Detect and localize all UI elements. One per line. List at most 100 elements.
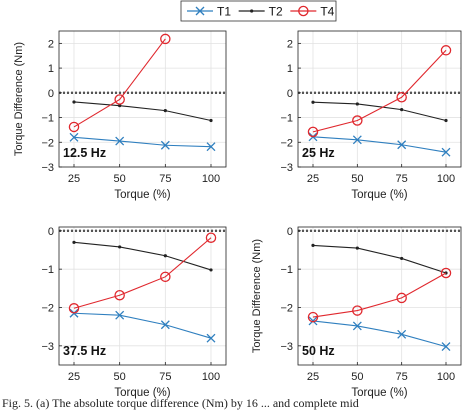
series-line-t2: [312, 244, 447, 274]
plot-area: [298, 31, 461, 167]
point-t4-1: [114, 289, 125, 301]
point-t1-2-b: [160, 140, 170, 150]
series-line-t4: [73, 38, 166, 128]
point-t4-0: [68, 303, 80, 314]
y-tick-label: 0: [287, 226, 293, 238]
x-tick-label: 100: [202, 371, 220, 383]
point-t1-1-b: [115, 136, 125, 146]
series-line-t4: [73, 237, 212, 309]
point-t1-1-b: [352, 135, 362, 145]
series-line-t1: [73, 312, 212, 339]
point-t1-3: [206, 142, 216, 152]
axes-box: [58, 30, 227, 168]
x-tick-label: 50: [351, 371, 363, 383]
legend-label-t4: T4: [320, 5, 334, 19]
panel-frequency-label: 12.5 Hz: [63, 146, 106, 160]
point-t2-2: [400, 256, 404, 261]
y-tick-label: −1: [41, 113, 54, 125]
axes-box: [58, 226, 227, 366]
legend: T1 T2 T4: [180, 0, 337, 22]
x-tick-label: 25: [68, 173, 80, 185]
point-t4-1: [114, 94, 125, 105]
point-t1-0: [69, 132, 79, 142]
point-t1-3: [441, 342, 451, 352]
point-t1-2: [397, 329, 407, 339]
point-t4-extended: [160, 33, 171, 45]
y-tick-label: −2: [280, 137, 293, 149]
point-t2-3: [444, 118, 448, 123]
legend-marker-t1-b: [195, 6, 205, 16]
point-t2-0: [311, 243, 315, 247]
point-t1-1: [352, 135, 362, 145]
point-t1-2: [397, 140, 407, 150]
panel-frequency-label: 25 Hz: [302, 146, 335, 160]
point-t4-3: [205, 232, 217, 243]
legend-marker-t1: [195, 6, 205, 16]
point-t1-2-b: [397, 140, 407, 150]
y-tick-label: −3: [280, 341, 293, 353]
point-t2-1: [355, 246, 359, 250]
point-t2-1: [118, 245, 122, 249]
x-tick-label: 25: [307, 371, 319, 383]
point-t4-2: [160, 271, 171, 283]
x-tick-label: 50: [114, 173, 126, 185]
x-axis-label: Torque (%): [351, 387, 407, 399]
point-t2-3: [209, 268, 213, 272]
x-tick-label: 50: [351, 173, 363, 185]
panel-37-5-hz: −3 −2 −1 0 25 50 75 100 Torque (%) 37.5 Hz: [41, 226, 227, 399]
axes-box: [297, 226, 462, 366]
point-t2-2: [163, 109, 167, 113]
figure-caption: Fig. 5. (a) The absolute torque differen…: [2, 396, 359, 410]
point-t2-2: [163, 254, 167, 258]
y-tick-label: −2: [41, 137, 54, 149]
y-tick-label: −1: [280, 264, 293, 276]
series-line-t1: [312, 320, 447, 348]
point-t1-0-b: [69, 132, 79, 142]
x-tick-label: 75: [396, 173, 408, 185]
panel-25-hz: −3 −2 −1 0 1 2 25 50 75 100 Torque (%) 25 Hz: [280, 30, 462, 201]
point-t2-3: [209, 118, 213, 123]
y-tick-label: 2: [287, 38, 293, 50]
series-line-t1: [73, 136, 212, 148]
point-t2-1: [118, 104, 122, 108]
point-t1-2-b: [397, 329, 407, 339]
series-line-t4: [312, 272, 447, 318]
series-line-t2: [73, 241, 212, 271]
y-tick-label: 0: [48, 226, 54, 238]
legend-marker-t2: [250, 9, 254, 13]
point-t1-0: [308, 316, 318, 326]
point-t1-3: [441, 147, 451, 157]
y-axis-label: Torque Difference (Nm): [13, 42, 25, 156]
y-tick-label: −2: [280, 303, 293, 315]
point-t1-2: [160, 140, 170, 150]
point-t2-1: [355, 102, 359, 106]
y-tick-label: −3: [41, 162, 54, 174]
plot-area: [59, 227, 226, 365]
point-t1-3-b: [441, 147, 451, 157]
point-t2-0: [311, 100, 315, 104]
point-t4-1: [352, 115, 363, 126]
y-tick-label: −1: [41, 264, 54, 276]
y-tick-label: −3: [280, 162, 293, 174]
y-tick-label: 0: [48, 88, 54, 100]
point-t2-2: [400, 108, 404, 112]
point-t4-2: [396, 92, 407, 103]
point-t1-1-b: [115, 310, 125, 320]
x-tick-label: 100: [202, 173, 220, 185]
point-t4-3: [440, 45, 452, 56]
y-tick-label: 2: [48, 38, 54, 50]
panel-12-5-hz: −3 −2 −1 0 1 2 25 50 75 100 Torque (%) Torque Diffe…: [13, 30, 227, 201]
point-t4-3: [440, 267, 452, 279]
point-t1-3-b: [206, 142, 216, 152]
series-line-t2: [73, 101, 212, 122]
x-tick-label: 100: [437, 371, 455, 383]
y-tick-label: 1: [48, 63, 54, 75]
series-line-t1: [312, 136, 447, 153]
x-tick-label: 75: [159, 371, 171, 383]
point-t2-0: [72, 240, 76, 244]
point-t4-0: [307, 311, 319, 323]
point-t2-0: [72, 100, 76, 104]
x-axis-label: Torque (%): [114, 189, 170, 201]
point-t1-0-b: [308, 316, 318, 326]
